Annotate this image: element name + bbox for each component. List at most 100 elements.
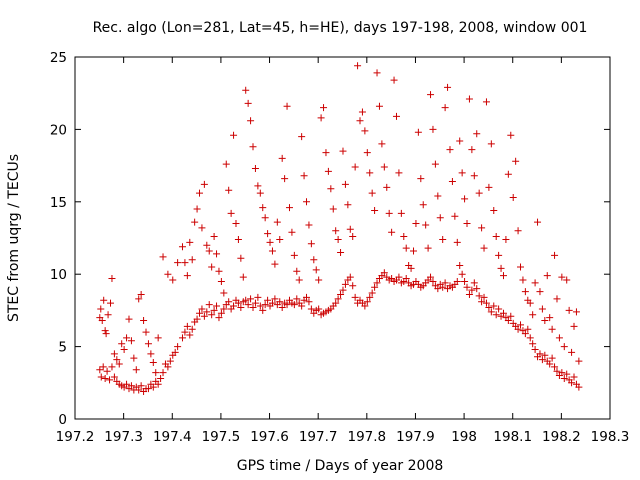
- data-point: [166, 357, 174, 365]
- data-point: [242, 296, 250, 304]
- data-point: [431, 160, 439, 168]
- data-point: [242, 86, 250, 94]
- data-point: [468, 146, 476, 154]
- data-point: [546, 314, 554, 322]
- data-point: [480, 244, 488, 252]
- data-point: [361, 302, 369, 310]
- data-point: [526, 299, 534, 307]
- y-tick-label: 15: [50, 195, 67, 211]
- data-point: [453, 238, 461, 246]
- data-point: [334, 295, 342, 303]
- y-tick-label: 20: [50, 122, 67, 138]
- data-point: [144, 340, 152, 348]
- data-point: [268, 247, 276, 255]
- data-point: [213, 302, 221, 310]
- data-point: [123, 334, 131, 342]
- data-point: [517, 321, 525, 329]
- data-point: [137, 290, 145, 298]
- data-point: [278, 304, 286, 312]
- data-point: [186, 238, 194, 246]
- data-point: [392, 112, 400, 120]
- data-point: [174, 343, 182, 351]
- data-point: [215, 314, 223, 322]
- data-point: [276, 298, 284, 306]
- data-point: [414, 128, 422, 136]
- data-point: [512, 157, 520, 165]
- x-axis-label: GPS time / Days of year 2008: [237, 458, 444, 474]
- data-point: [205, 301, 213, 309]
- data-point: [344, 201, 352, 209]
- data-point: [208, 263, 216, 271]
- data-point: [519, 276, 527, 284]
- data-point: [339, 147, 347, 155]
- data-point: [373, 69, 381, 77]
- data-point: [470, 172, 478, 180]
- data-point: [234, 299, 242, 307]
- data-point: [118, 340, 126, 348]
- data-point: [230, 131, 238, 139]
- data-point: [220, 305, 228, 313]
- data-point: [448, 178, 456, 186]
- data-point: [400, 233, 408, 241]
- data-point: [110, 350, 118, 358]
- data-point: [470, 279, 478, 287]
- data-point: [324, 167, 332, 175]
- data-point: [183, 272, 191, 280]
- data-point: [196, 189, 204, 197]
- data-point: [157, 374, 165, 382]
- data-point: [315, 276, 323, 284]
- data-point: [154, 380, 162, 388]
- data-point: [478, 224, 486, 232]
- data-point: [193, 315, 201, 323]
- data-point: [536, 288, 544, 296]
- data-point: [130, 354, 138, 362]
- data-point: [307, 240, 315, 248]
- data-point: [100, 296, 108, 304]
- x-tick-label: 197.7: [299, 429, 338, 445]
- data-point: [239, 273, 247, 281]
- data-point: [407, 264, 415, 272]
- data-point: [113, 356, 121, 364]
- data-point: [149, 383, 157, 391]
- data-point: [290, 301, 298, 309]
- chart-title: Rec. algo (Lon=281, Lat=45, h=HE), days …: [93, 20, 588, 36]
- data-point: [254, 182, 262, 190]
- data-point: [363, 149, 371, 157]
- data-point: [298, 302, 306, 310]
- data-point: [244, 301, 252, 309]
- data-point: [293, 267, 301, 275]
- data-point: [429, 125, 437, 133]
- data-point: [402, 275, 410, 283]
- data-point: [487, 308, 495, 316]
- data-point: [568, 348, 576, 356]
- data-point: [300, 172, 308, 180]
- data-point: [439, 235, 447, 243]
- data-point: [120, 345, 128, 353]
- data-point: [327, 185, 335, 193]
- data-point: [107, 299, 115, 307]
- y-axis-label: STEC from uqrg / TECUs: [6, 154, 22, 322]
- data-point: [473, 130, 481, 138]
- y-axis-ticks: 0 5 10 15 20 25: [50, 50, 610, 428]
- data-point: [390, 76, 398, 84]
- data-point: [276, 235, 284, 243]
- data-point: [337, 290, 345, 298]
- data-point: [103, 367, 111, 375]
- data-point: [551, 251, 559, 259]
- data-point: [366, 169, 374, 177]
- data-point: [135, 386, 143, 394]
- x-axis-ticks: 197.2 197.3 197.4 197.5 197.6 197.7 197.8 197.9…: [56, 57, 629, 445]
- data-point: [186, 331, 194, 339]
- data-point: [482, 98, 490, 106]
- data-point: [473, 285, 481, 293]
- data-point: [101, 374, 109, 382]
- data-point: [283, 102, 291, 110]
- data-point: [563, 276, 571, 284]
- data-point: [461, 277, 469, 285]
- data-point: [461, 195, 469, 203]
- data-point: [456, 137, 464, 145]
- data-point: [135, 295, 143, 303]
- data-point: [517, 263, 525, 271]
- data-point: [378, 140, 386, 148]
